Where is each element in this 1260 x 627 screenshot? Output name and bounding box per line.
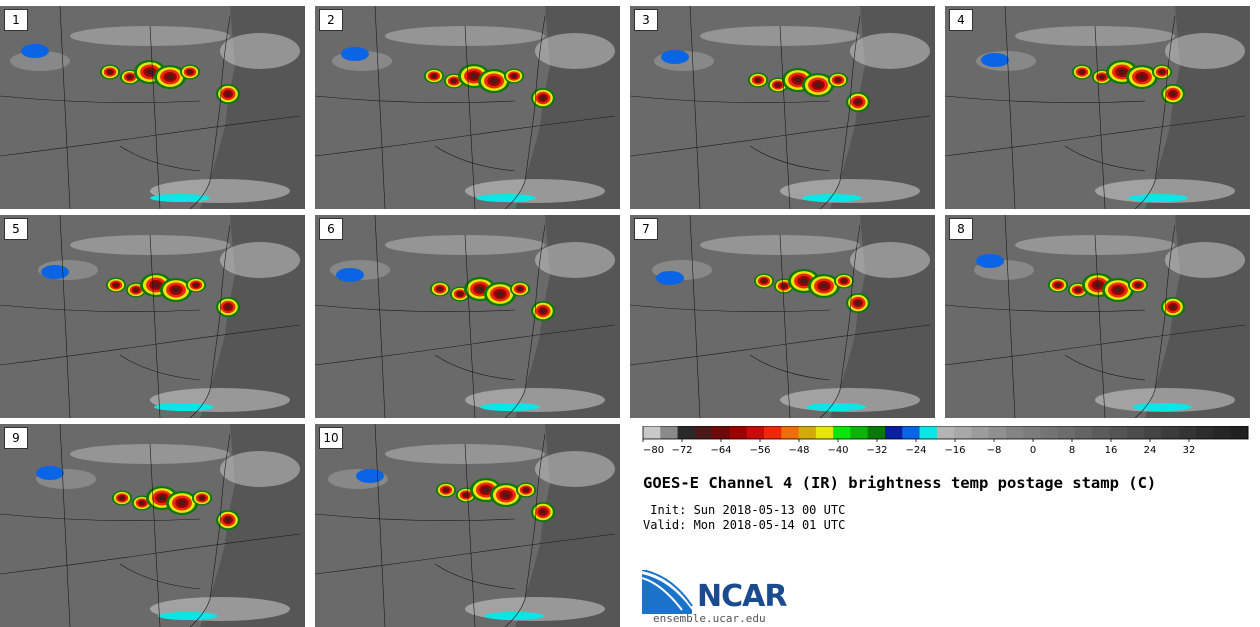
member-number-label: 1 <box>4 9 28 31</box>
figure-title: GOES-E Channel 4 (IR) brightness temp po… <box>643 474 1157 492</box>
ir-satellite-map <box>945 6 1250 209</box>
colorbar-tick-label: 16 <box>1105 445 1118 456</box>
colorbar-swatch <box>919 426 938 439</box>
colorbar-swatch <box>1006 426 1024 439</box>
member-number-label: 6 <box>319 218 343 240</box>
colorbar-swatch <box>712 426 730 439</box>
colorbar-swatch <box>1230 426 1249 439</box>
colorbar-swatch <box>1023 426 1042 439</box>
member-number-label: 9 <box>4 427 28 449</box>
ir-satellite-map <box>945 215 1250 418</box>
valid-time: Valid: Mon 2018-05-14 01 UTC <box>643 518 846 532</box>
colorbar-swatch <box>1213 426 1232 439</box>
colorbar-swatch <box>1057 426 1076 439</box>
member-number-label: 3 <box>634 9 658 31</box>
colorbar-swatch <box>781 426 800 439</box>
ir-satellite-map <box>315 6 620 209</box>
colorbar-tick-label: −80 <box>643 445 664 456</box>
init-time: Init: Sun 2018-05-13 00 UTC <box>643 503 846 517</box>
colorbar-tick-label: 8 <box>1069 445 1075 456</box>
ensemble-member-map: 10 <box>315 424 620 627</box>
ensemble-member-map: 4 <box>945 6 1250 209</box>
member-number-label: 10 <box>319 427 343 449</box>
colorbar-tick-label: −40 <box>827 445 848 456</box>
colorbar-swatch <box>833 426 851 439</box>
ensemble-member-map: 3 <box>630 6 935 209</box>
colorbar-tick-label: −8 <box>987 445 1002 456</box>
colorbar-swatch <box>694 426 713 439</box>
colorbar-swatch <box>1075 426 1093 439</box>
colorbar-swatch <box>867 426 886 439</box>
colorbar-tick-label: −64 <box>710 445 731 456</box>
colorbar-tick-label: −72 <box>671 445 692 456</box>
member-number-label: 2 <box>319 9 343 31</box>
colorbar-swatch <box>1127 426 1145 439</box>
member-number-label: 8 <box>949 218 973 240</box>
colorbar-swatch <box>885 426 903 439</box>
ensemble-member-map: 2 <box>315 6 620 209</box>
colorbar-swatch <box>954 426 972 439</box>
member-number-label: 7 <box>634 218 658 240</box>
ir-satellite-map <box>0 215 305 418</box>
colorbar-tick-label: −24 <box>905 445 926 456</box>
colorbar-swatch <box>850 426 869 439</box>
colorbar-swatch <box>660 426 679 439</box>
colorbar-tick-label: −56 <box>749 445 770 456</box>
colorbar-swatch <box>1040 426 1059 439</box>
colorbar-tick-label: −16 <box>944 445 965 456</box>
colorbar-swatch <box>746 426 765 439</box>
colorbar-swatch <box>764 426 782 439</box>
colorbar-swatch <box>1178 426 1197 439</box>
colorbar-swatch <box>1161 426 1180 439</box>
colorbar-tick-label: 32 <box>1183 445 1196 456</box>
ensemble-member-map: 5 <box>0 215 305 418</box>
colorbar-swatch <box>971 426 990 439</box>
colorbar-tick-label: −48 <box>788 445 809 456</box>
colorbar-swatch <box>798 426 817 439</box>
ensemble-member-map: 9 <box>0 424 305 627</box>
colorbar-swatch <box>902 426 921 439</box>
colorbar-swatch <box>936 426 955 439</box>
ir-satellite-map <box>630 6 935 209</box>
ensemble-member-map: 1 <box>0 6 305 209</box>
ensemble-member-map: 6 <box>315 215 620 418</box>
colorbar-swatch <box>729 426 748 439</box>
ncar-logo-text: NCAR <box>697 579 787 614</box>
colorbar-swatch <box>643 426 661 439</box>
colorbar-swatch <box>1144 426 1163 439</box>
colorbar-swatch <box>677 426 696 439</box>
member-number-label: 5 <box>4 218 28 240</box>
colorbar-tick-label: 24 <box>1144 445 1157 456</box>
colorbar-swatch <box>988 426 1007 439</box>
site-url: ensemble.ucar.edu <box>653 612 766 625</box>
colorbar-tick-label: −32 <box>866 445 887 456</box>
ir-satellite-map <box>630 215 935 418</box>
ncar-logo-icon <box>642 570 693 614</box>
colorbar-swatch <box>1196 426 1214 439</box>
colorbar-tick-label: 0 <box>1030 445 1036 456</box>
ensemble-member-map: 7 <box>630 215 935 418</box>
colorbar-swatch <box>1092 426 1111 439</box>
ensemble-member-map: 8 <box>945 215 1250 418</box>
ir-satellite-map <box>0 6 305 209</box>
colorbar: −80 −72 −64 −56 −48 −40 −32 −24 −16 −8 0 8 16 24 32 <box>642 426 1249 456</box>
colorbar-swatch <box>815 426 834 439</box>
ir-satellite-map <box>315 424 620 627</box>
ir-satellite-map <box>315 215 620 418</box>
ir-satellite-map <box>0 424 305 627</box>
member-number-label: 4 <box>949 9 973 31</box>
colorbar-swatch <box>1109 426 1128 439</box>
